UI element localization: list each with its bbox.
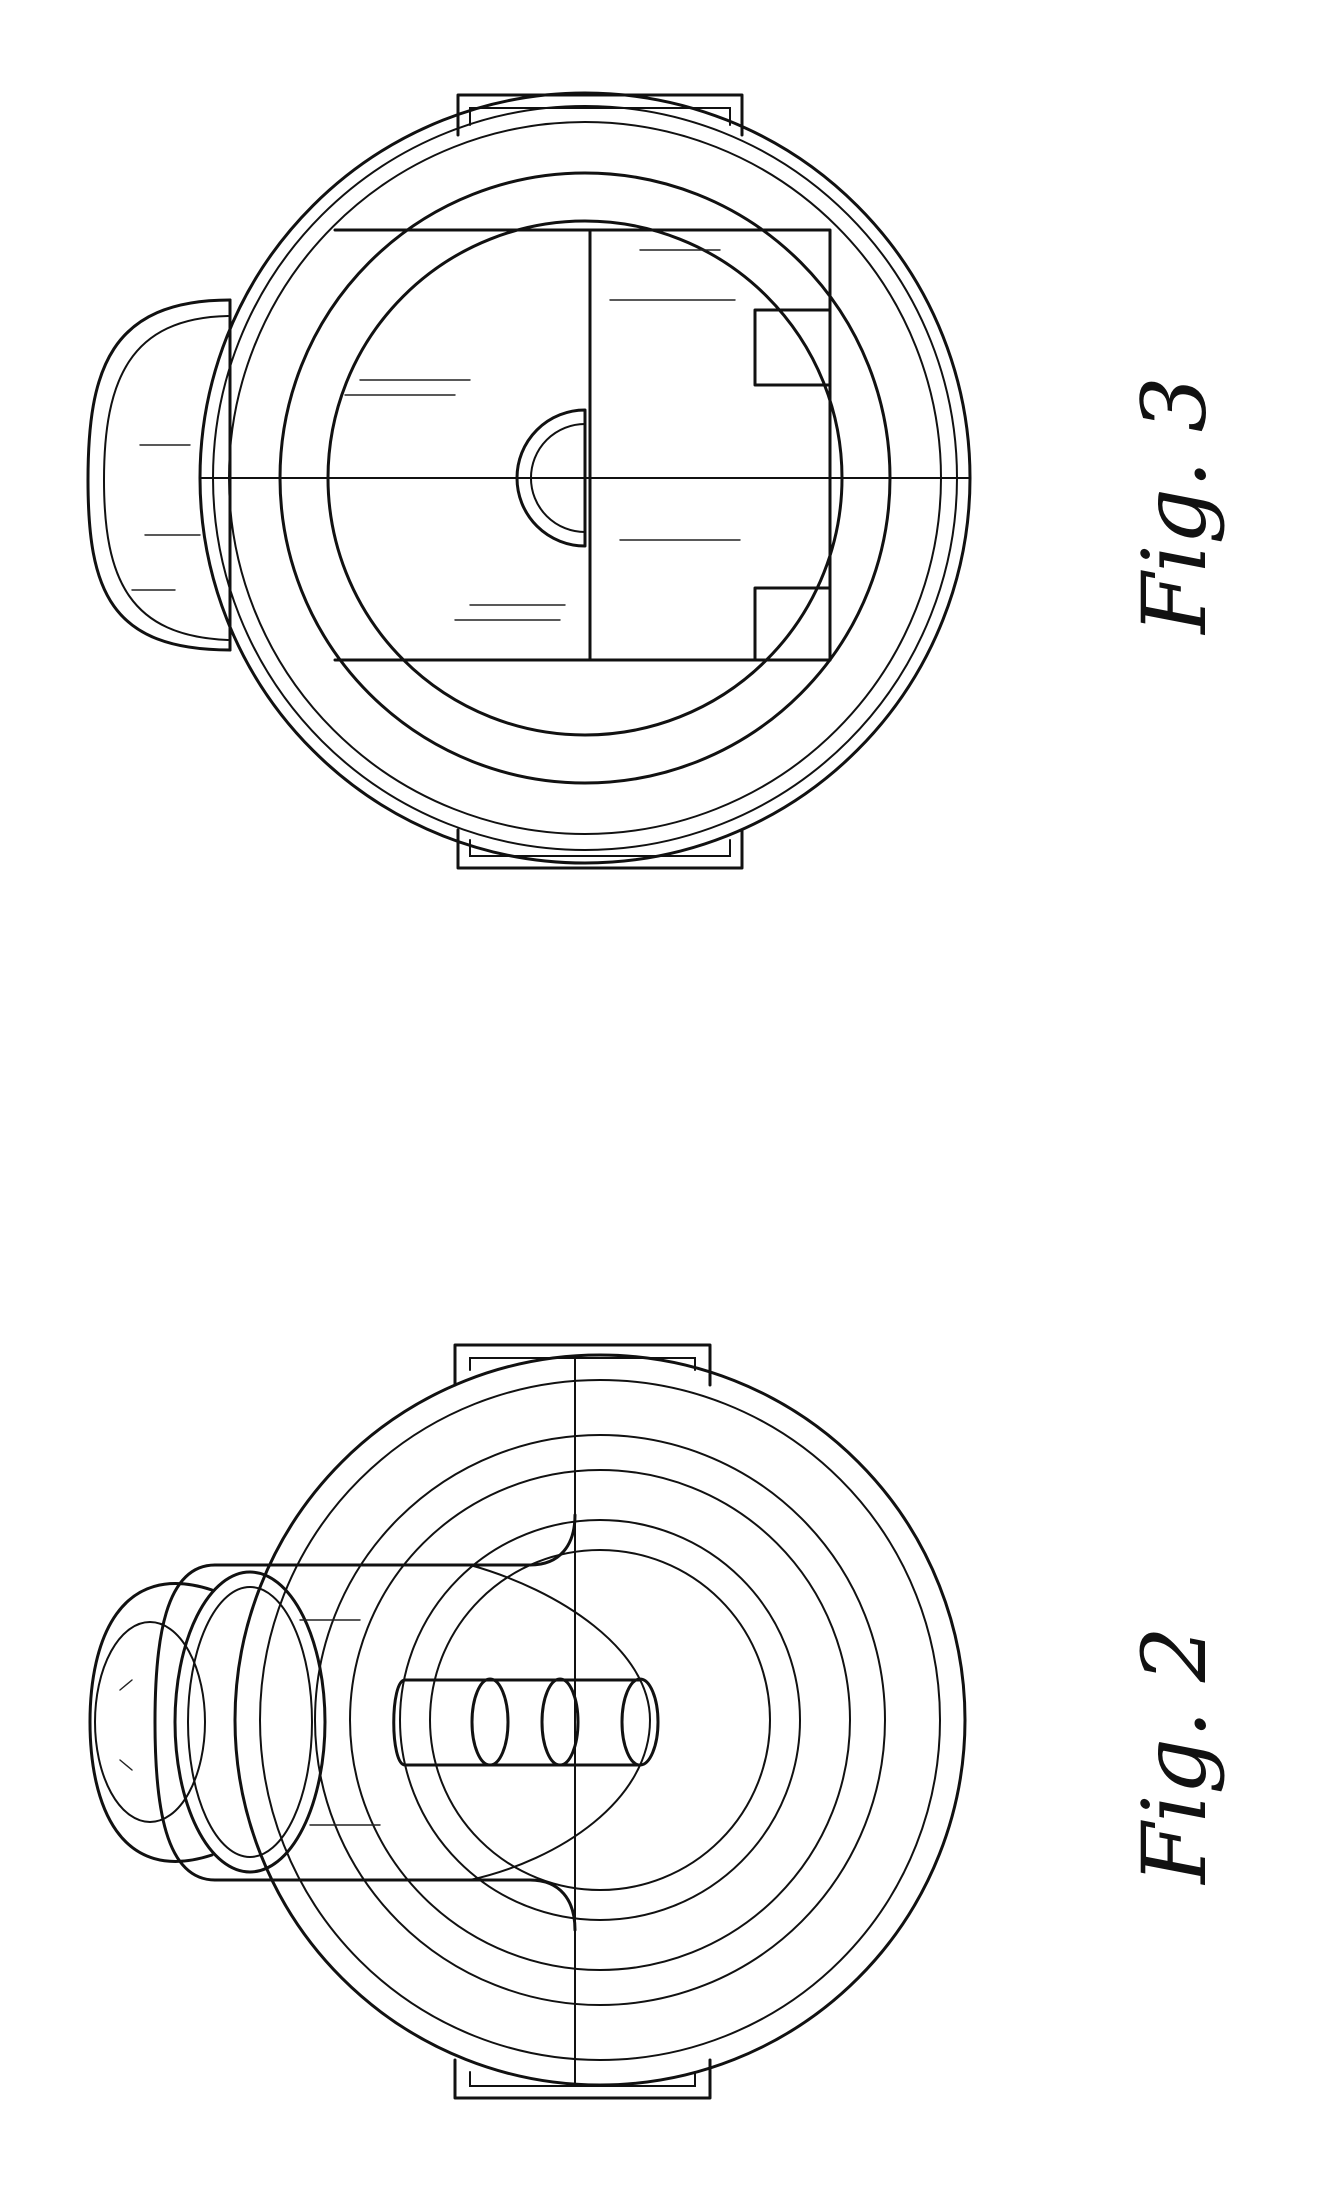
fig2-lid-ring: [430, 1550, 770, 1890]
figure-3-drawing: [88, 93, 970, 868]
fig2-shade: [120, 1680, 132, 1690]
fig2-rod-tip: [622, 1679, 658, 1765]
fig2-chute-opening-inner: [188, 1587, 312, 1857]
fig2-shade: [120, 1760, 132, 1770]
fig2-outer-rim: [235, 1355, 965, 2085]
fig3-notch-bottom: [755, 588, 830, 660]
fig2-lid-ring: [350, 1470, 850, 1970]
fig2-lid-ring: [400, 1520, 800, 1920]
fig2-chute-cap: [155, 1565, 215, 1880]
fig3-handle-cap: [88, 300, 230, 650]
fig3-label: Fig. 3: [1123, 376, 1226, 635]
fig2-lid-ring: [260, 1380, 940, 2060]
fig2-tab-top: [455, 1345, 710, 1385]
fig2-rod-ring: [472, 1679, 508, 1765]
figure-2-drawing: [90, 1345, 965, 2098]
fig2-label: Fig. 2: [1123, 1626, 1226, 1885]
fig2-rod-ring: [542, 1679, 578, 1765]
